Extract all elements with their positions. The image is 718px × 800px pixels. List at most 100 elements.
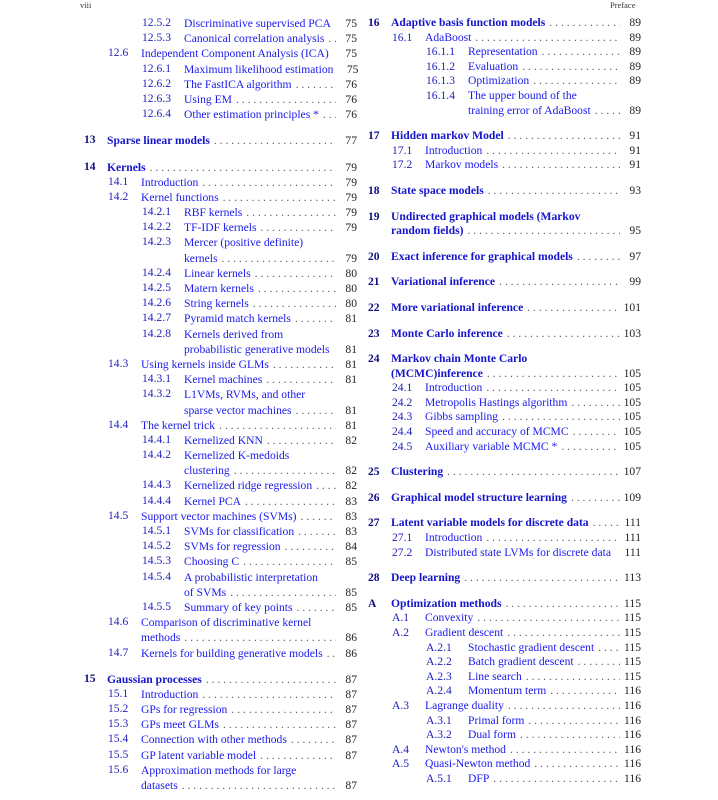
toc-chapter-entry[interactable]: 16 Adaptive basis function models 89 bbox=[368, 16, 641, 31]
toc-subsection-entry[interactable]: A.5.1 DFP 116 bbox=[368, 772, 641, 787]
toc-subsection-entry[interactable]: 14.5.4 A probabilistic interpretation of S… bbox=[84, 570, 357, 600]
toc-subsection-entry[interactable]: A.3.1 Primal form 116 bbox=[368, 714, 641, 729]
toc-chapter-entry[interactable]: 23 Monte Carlo inference 103 bbox=[368, 327, 641, 342]
toc-subsection-entry[interactable]: 12.5.3 Canonical correlation analysis 75 bbox=[84, 31, 357, 46]
toc-chapter-entry[interactable]: 25 Clustering 107 bbox=[368, 465, 641, 480]
entry-title: (MCMC)inference bbox=[391, 366, 483, 380]
toc-chapter-entry[interactable]: 27 Latent variable models for discrete da… bbox=[368, 516, 641, 531]
page-number: 93 bbox=[629, 183, 641, 197]
toc-chapter-entry[interactable]: A Optimization methods 115 bbox=[368, 597, 641, 612]
toc-subsection-entry[interactable]: 14.2.8 Kernels derived from probabilistic … bbox=[84, 327, 357, 357]
page-number: 87 bbox=[345, 718, 357, 732]
toc-subsection-entry[interactable]: 14.3.2 L1VMs, RVMs, and other sparse vecto… bbox=[84, 387, 357, 417]
dot-leader bbox=[507, 327, 620, 342]
toc-section-entry[interactable]: 14.6 Comparison of discriminative kernel m… bbox=[84, 615, 357, 645]
toc-subsection-entry[interactable]: 14.5.3 Choosing C 85 bbox=[84, 554, 357, 569]
toc-section-entry[interactable]: 16.1 AdaBoost 89 bbox=[368, 31, 641, 46]
toc-subsection-entry[interactable]: 12.6.3 Using EM 76 bbox=[84, 92, 357, 107]
toc-section-entry[interactable]: A.1 Convexity 115 bbox=[368, 611, 641, 626]
toc-chapter-entry[interactable]: 17 Hidden markov Model 91 bbox=[368, 129, 641, 144]
entry-number: 12.5.3 bbox=[142, 31, 171, 45]
dot-leader bbox=[550, 684, 620, 699]
toc-subsection-entry[interactable]: A.2.2 Batch gradient descent 115 bbox=[368, 655, 641, 670]
toc-subsection-entry[interactable]: 14.4.3 Kernelized ridge regression 82 bbox=[84, 478, 357, 493]
toc-section-entry[interactable]: 15.1 Introduction 87 bbox=[84, 687, 357, 702]
toc-section-entry[interactable]: 14.7 Kernels for building generative mode… bbox=[84, 646, 357, 661]
toc-chapter-entry[interactable]: 14 Kernels 79 bbox=[84, 160, 357, 175]
toc-section-entry[interactable]: 14.1 Introduction 79 bbox=[84, 175, 357, 190]
toc-subsection-entry[interactable]: 14.3.1 Kernel machines 81 bbox=[84, 372, 357, 387]
toc-section-entry[interactable]: 15.4 Connection with other methods 87 bbox=[84, 732, 357, 747]
toc-subsection-entry[interactable]: 14.2.2 TF-IDF kernels 79 bbox=[84, 220, 357, 235]
toc-subsection-entry[interactable]: A.2.1 Stochastic gradient descent 115 bbox=[368, 641, 641, 656]
entry-number: 14.5.2 bbox=[142, 539, 171, 553]
toc-section-entry[interactable]: 17.2 Markov models 91 bbox=[368, 158, 641, 173]
page-number: 81 bbox=[345, 312, 357, 326]
entry-title: Kernelized K-medoids bbox=[184, 449, 290, 463]
toc-section-entry[interactable]: 14.3 Using kernels inside GLMs 81 bbox=[84, 357, 357, 372]
toc-chapter-entry[interactable]: 21 Variational inference 99 bbox=[368, 275, 641, 290]
toc-chapter-entry[interactable]: 28 Deep learning 113 bbox=[368, 571, 641, 586]
toc-chapter-entry[interactable]: 20 Exact inference for graphical models 97 bbox=[368, 250, 641, 265]
toc-section-entry[interactable]: 17.1 Introduction 91 bbox=[368, 144, 641, 159]
toc-section-entry[interactable]: 15.3 GPs meet GLMs 87 bbox=[84, 717, 357, 732]
toc-subsection-entry[interactable]: 14.2.7 Pyramid match kernels 81 bbox=[84, 311, 357, 326]
toc-subsection-entry[interactable]: 14.5.2 SVMs for regression 84 bbox=[84, 539, 357, 554]
toc-section-entry[interactable]: 27.2 Distributed state LVMs for discrete … bbox=[368, 546, 641, 561]
toc-section-entry[interactable]: 24.3 Gibbs sampling 105 bbox=[368, 410, 641, 425]
toc-subsection-entry[interactable]: 16.1.1 Representation 89 bbox=[368, 45, 641, 60]
toc-subsection-entry[interactable]: 14.2.5 Matern kernels 80 bbox=[84, 281, 357, 296]
toc-chapter-entry[interactable]: 26 Graphical model structure learning 109 bbox=[368, 491, 641, 506]
toc-section-entry[interactable]: 24.2 Metropolis Hastings algorithm 105 bbox=[368, 396, 641, 411]
toc-subsection-entry[interactable]: 14.4.1 Kernelized KNN 82 bbox=[84, 433, 357, 448]
toc-section-entry[interactable]: 14.2 Kernel functions 79 bbox=[84, 190, 357, 205]
toc-subsection-entry[interactable]: 14.2.6 String kernels 80 bbox=[84, 296, 357, 311]
dot-leader bbox=[223, 717, 336, 732]
toc-section-entry[interactable]: A.5 Quasi-Newton method 116 bbox=[368, 757, 641, 772]
toc-chapter-entry[interactable]: 22 More variational inference 101 bbox=[368, 301, 641, 316]
toc-section-entry[interactable]: 24.4 Speed and accuracy of MCMC 105 bbox=[368, 425, 641, 440]
toc-subsection-entry[interactable]: 14.2.3 Mercer (positive definite)kernels 7… bbox=[84, 235, 357, 265]
toc-subsection-entry[interactable]: 14.2.4 Linear kernels 80 bbox=[84, 266, 357, 281]
toc-chapter-entry[interactable]: 18 State space models 93 bbox=[368, 184, 641, 199]
toc-section-entry[interactable]: A.2 Gradient descent 115 bbox=[368, 626, 641, 641]
toc-subsection-entry[interactable]: 12.6.1 Maximum likelihood estimation 75 bbox=[84, 62, 358, 77]
toc-subsection-entry[interactable]: 12.6.4 Other estimation principles * 76 bbox=[84, 107, 357, 122]
toc-section-entry[interactable]: 24.5 Auxiliary variable MCMC * 105 bbox=[368, 440, 641, 455]
entry-title: Using kernels inside GLMs bbox=[141, 357, 269, 371]
toc-chapter-entry[interactable]: 13 Sparse linear models 77 bbox=[84, 133, 357, 148]
toc-subsection-entry[interactable]: 12.5.2 Discriminative supervised PCA 75 bbox=[84, 16, 357, 31]
dot-leader bbox=[475, 31, 620, 46]
toc-chapter-entry[interactable]: 15 Gaussian processes 87 bbox=[84, 672, 357, 687]
toc-subsection-entry[interactable]: 16.1.3 Optimization 89 bbox=[368, 74, 641, 89]
toc-section-entry[interactable]: A.4 Newton's method 116 bbox=[368, 743, 641, 758]
toc-section-entry[interactable]: A.3 Lagrange duality 116 bbox=[368, 699, 641, 714]
toc-section-entry[interactable]: 14.5 Support vector machines (SVMs) 83 bbox=[84, 509, 357, 524]
toc-column-right: 16 Adaptive basis function models 89 16.1 Ad… bbox=[368, 16, 641, 787]
toc-subsection-entry[interactable]: 12.6.2 The FastICA algorithm 76 bbox=[84, 77, 357, 92]
dot-leader bbox=[510, 743, 620, 758]
toc-section-entry[interactable]: 24.1 Introduction 105 bbox=[368, 381, 641, 396]
toc-section-entry[interactable]: 27.1 Introduction 111 bbox=[368, 531, 641, 546]
dot-leader bbox=[301, 509, 336, 524]
toc-subsection-entry[interactable]: 16.1.4 The upper bound of the training err… bbox=[368, 89, 641, 118]
toc-chapter-entry[interactable]: 19 Undirected graphical models (Markov ran… bbox=[368, 210, 641, 239]
toc-chapter-entry[interactable]: 24 Markov chain Monte Carlo (MCMC)inferenc… bbox=[368, 352, 641, 381]
toc-subsection-entry[interactable]: A.2.4 Momentum term 116 bbox=[368, 684, 641, 699]
entry-number: 14.4.1 bbox=[142, 432, 171, 446]
toc-subsection-entry[interactable]: 14.2.1 RBF kernels 79 bbox=[84, 205, 357, 220]
toc-subsection-entry[interactable]: A.3.2 Dual form 116 bbox=[368, 728, 641, 743]
toc-subsection-entry[interactable]: 16.1.2 Evaluation 89 bbox=[368, 60, 641, 75]
toc-section-entry[interactable]: 14.4 The kernel trick 81 bbox=[84, 418, 357, 433]
toc-subsection-entry[interactable]: 14.4.4 Kernel PCA 83 bbox=[84, 494, 357, 509]
toc-section-entry[interactable]: 15.5 GP latent variable model 87 bbox=[84, 748, 357, 763]
entry-title: Introduction bbox=[425, 143, 483, 157]
toc-section-entry[interactable]: 12.6 Independent Component Analysis (ICA)… bbox=[84, 46, 357, 61]
entry-number: 24 bbox=[368, 352, 380, 366]
toc-subsection-entry[interactable]: A.2.3 Line search 115 bbox=[368, 670, 641, 685]
toc-subsection-entry[interactable]: 14.5.5 Summary of key points 85 bbox=[84, 600, 357, 615]
toc-section-entry[interactable]: 15.2 GPs for regression 87 bbox=[84, 702, 357, 717]
toc-subsection-entry[interactable]: 14.5.1 SVMs for classification 83 bbox=[84, 524, 357, 539]
toc-section-entry[interactable]: 15.6 Approximation methods for large datas… bbox=[84, 763, 357, 793]
